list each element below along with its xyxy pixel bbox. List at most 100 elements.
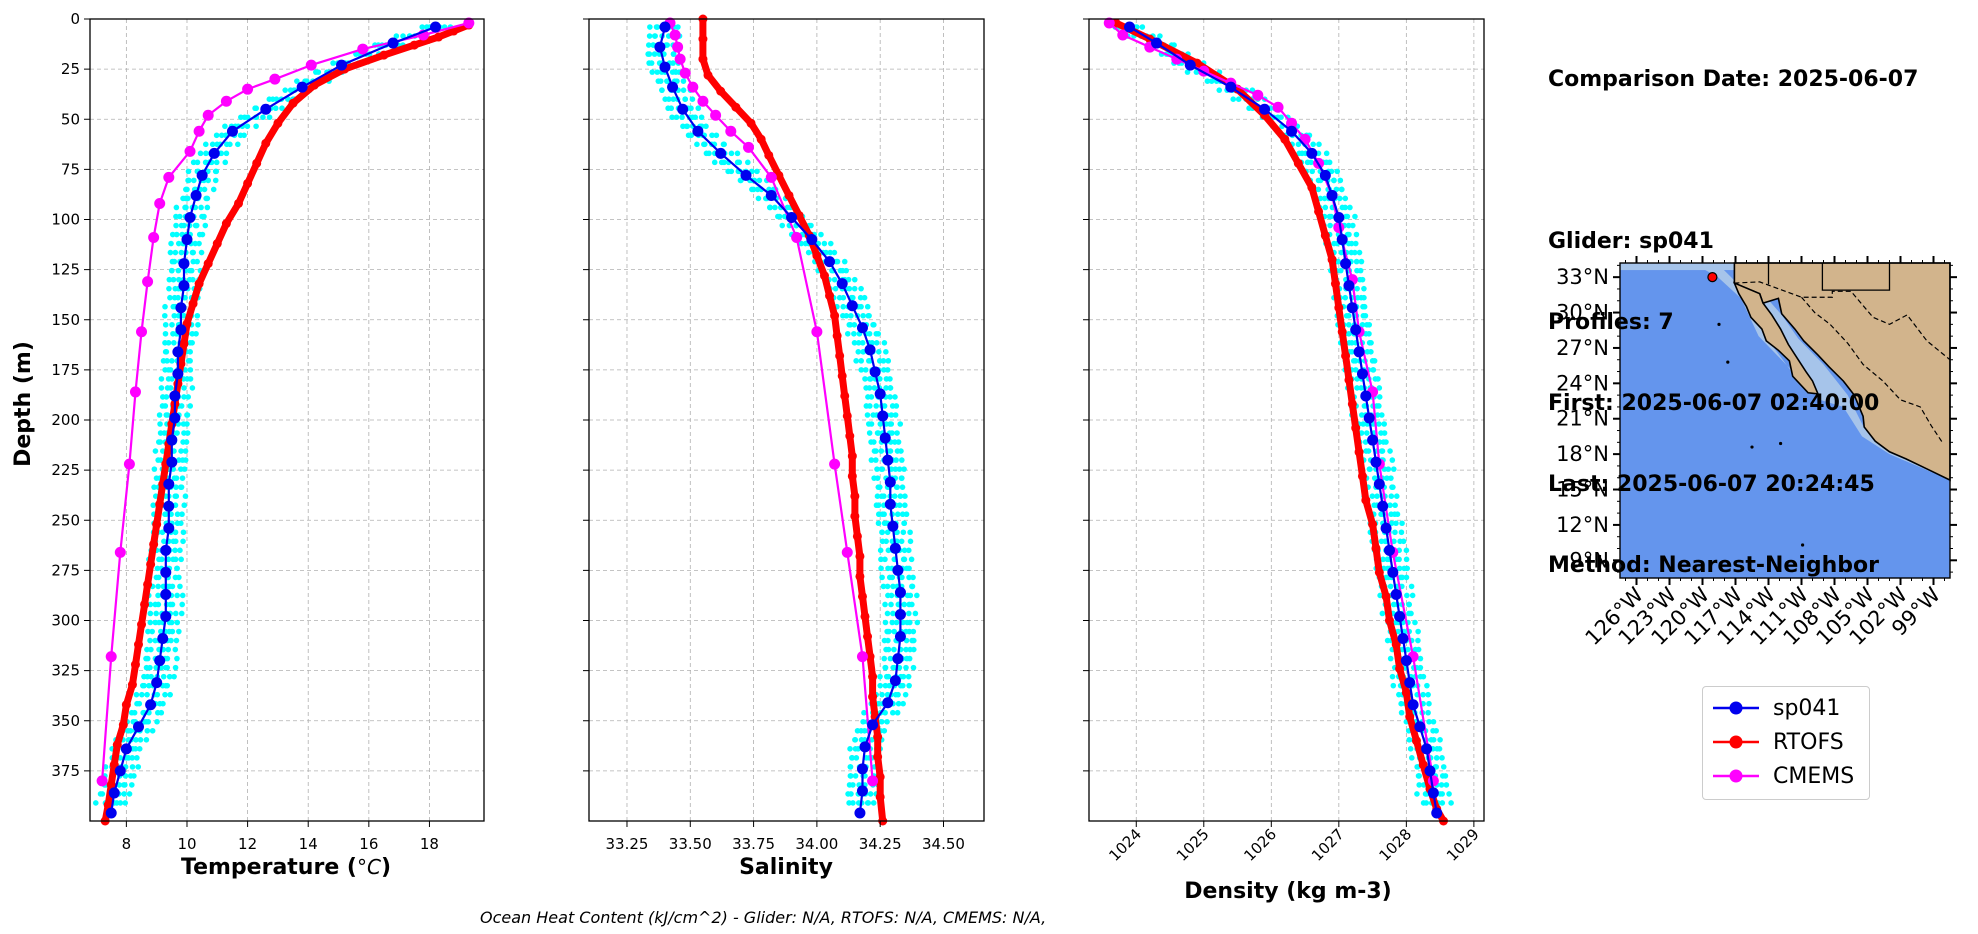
x-tick-label: 1025 bbox=[1173, 825, 1213, 865]
glider-raw-point bbox=[184, 412, 191, 418]
series-point-rtofs bbox=[1280, 134, 1290, 144]
glider-raw-point bbox=[180, 538, 186, 545]
glider-raw-point bbox=[1366, 321, 1373, 328]
legend-label-cmems: CMEMS bbox=[1773, 763, 1855, 789]
glider-raw-point bbox=[1396, 556, 1402, 563]
glider-raw-point bbox=[881, 727, 888, 734]
glider-raw-point bbox=[701, 141, 708, 148]
glider-raw-point bbox=[1442, 773, 1449, 779]
glider-raw-point bbox=[668, 105, 675, 112]
glider-raw-point bbox=[260, 114, 266, 121]
glider-location-map: 33°N30°N27°N24°N21°N18°N15°N12°N9°N126°W… bbox=[1556, 256, 1957, 650]
series-point-sp041 bbox=[884, 476, 896, 488]
series-point-sp041 bbox=[1343, 280, 1355, 292]
series-point-sp041 bbox=[677, 103, 689, 115]
glider-raw-point bbox=[1349, 349, 1355, 355]
glider-raw-point bbox=[888, 421, 895, 427]
series-point-sp041 bbox=[846, 300, 858, 312]
glider-raw-point bbox=[689, 96, 696, 102]
glider-raw-point bbox=[166, 285, 172, 292]
glider-raw-point bbox=[1433, 727, 1439, 734]
glider-raw-point bbox=[175, 267, 182, 274]
glider-raw-point bbox=[887, 376, 893, 382]
series-point-sp041 bbox=[1356, 368, 1368, 380]
series-point-rtofs bbox=[1381, 591, 1391, 601]
series-point-sp041 bbox=[715, 147, 727, 159]
glider-raw-point bbox=[141, 682, 147, 689]
glider-raw-point bbox=[173, 484, 179, 490]
series-point-rtofs bbox=[1368, 519, 1378, 529]
glider-raw-point bbox=[182, 448, 189, 454]
series-point-sp041 bbox=[226, 125, 238, 137]
glider-raw-point bbox=[179, 475, 186, 481]
series-point-sp041 bbox=[1360, 390, 1372, 402]
series-point-rtofs bbox=[146, 559, 156, 569]
series-point-rtofs bbox=[243, 178, 253, 188]
series-point-sp041 bbox=[824, 256, 836, 268]
glider-raw-point bbox=[223, 150, 230, 157]
glider-raw-point bbox=[166, 276, 173, 283]
glider-raw-point bbox=[884, 718, 890, 725]
series-point-cmems bbox=[1117, 29, 1129, 41]
series-point-sp041 bbox=[160, 610, 172, 622]
series-point-rtofs bbox=[746, 118, 756, 128]
series-point-rtofs bbox=[143, 579, 153, 589]
glider-raw-point bbox=[161, 538, 167, 545]
glider-raw-point bbox=[1433, 764, 1440, 770]
glider-raw-point bbox=[1337, 195, 1343, 202]
glider-raw-point bbox=[1404, 565, 1410, 572]
glider-raw-point bbox=[163, 511, 169, 518]
glider-raw-point bbox=[175, 240, 182, 247]
glider-raw-point bbox=[1425, 691, 1431, 698]
glider-raw-point bbox=[670, 51, 677, 57]
glider-raw-point bbox=[706, 150, 712, 157]
glider-raw-point bbox=[881, 493, 887, 499]
series-point-cmems bbox=[687, 81, 699, 93]
glider-raw-point bbox=[1406, 601, 1413, 608]
x-tick-label: 34.50 bbox=[922, 835, 965, 853]
series-point-cmems bbox=[114, 546, 126, 558]
series-point-cmems bbox=[829, 458, 841, 470]
series-point-cmems bbox=[184, 145, 196, 157]
glider-raw-point bbox=[149, 727, 156, 734]
legend-item-cmems: CMEMS bbox=[1711, 761, 1854, 791]
glider-raw-point bbox=[900, 682, 906, 689]
glider-raw-point bbox=[172, 547, 178, 554]
series-point-sp041 bbox=[163, 478, 175, 490]
glider-raw-point bbox=[1409, 592, 1416, 599]
glider-raw-point bbox=[861, 294, 868, 301]
series-point-sp041 bbox=[1383, 544, 1395, 556]
series-point-rtofs bbox=[1330, 279, 1340, 289]
glider-raw-point bbox=[875, 520, 882, 527]
glider-raw-point bbox=[1204, 78, 1211, 84]
glider-raw-point bbox=[675, 24, 681, 30]
glider-raw-point bbox=[845, 276, 852, 283]
legend-item-sp041: sp041 bbox=[1711, 693, 1840, 723]
glider-raw-point bbox=[165, 340, 172, 346]
glider-raw-point bbox=[147, 601, 154, 608]
series-point-sp041 bbox=[889, 542, 901, 554]
glider-raw-point bbox=[1376, 421, 1382, 427]
glider-raw-point bbox=[1399, 574, 1406, 581]
glider-raw-point bbox=[1408, 610, 1414, 617]
series-point-rtofs bbox=[1341, 351, 1351, 361]
series-point-sp041 bbox=[1336, 234, 1348, 246]
glider-raw-point bbox=[162, 691, 168, 698]
glider-raw-point bbox=[721, 159, 727, 166]
glider-raw-point bbox=[852, 773, 859, 779]
glider-raw-point bbox=[1406, 736, 1413, 743]
series-point-sp041 bbox=[1427, 787, 1439, 799]
glider-raw-point bbox=[1342, 195, 1349, 202]
glider-raw-point bbox=[895, 691, 901, 698]
glider-raw-point bbox=[831, 249, 838, 256]
series-point-sp041 bbox=[659, 21, 671, 33]
series-point-rtofs bbox=[855, 551, 865, 561]
x-tick-label: 33.50 bbox=[669, 835, 712, 853]
glider-raw-point bbox=[174, 592, 180, 599]
glider-raw-point bbox=[827, 240, 834, 247]
glider-raw-point bbox=[164, 682, 171, 689]
glider-raw-point bbox=[1317, 195, 1324, 202]
glider-raw-point bbox=[222, 123, 228, 130]
series-point-sp041 bbox=[1400, 655, 1412, 667]
glider-raw-point bbox=[282, 87, 288, 93]
